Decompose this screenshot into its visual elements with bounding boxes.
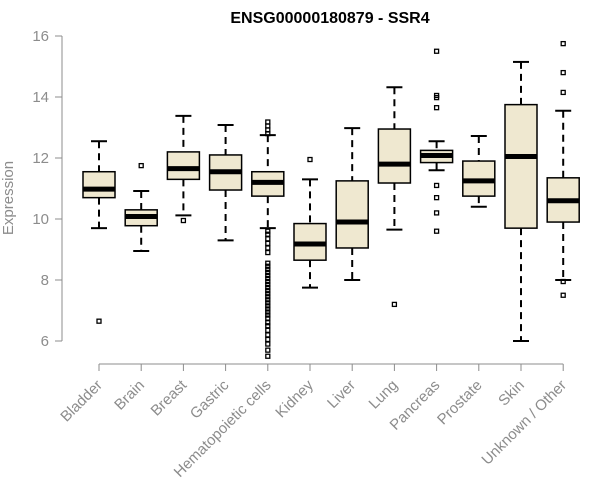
outlier-point xyxy=(265,309,271,315)
y-tick-label: 14 xyxy=(32,89,49,106)
y-tick-label: 10 xyxy=(32,211,49,228)
outlier-point xyxy=(433,182,440,189)
x-tick-label: Skin xyxy=(495,377,528,410)
outlier-point xyxy=(138,162,144,169)
outlier-point xyxy=(265,315,271,321)
outlier-point xyxy=(433,210,440,216)
outlier-point xyxy=(265,353,271,359)
outlier-point xyxy=(265,284,271,291)
outlier-point xyxy=(180,217,187,224)
outlier-point xyxy=(560,292,566,298)
x-tick-label: Lung xyxy=(366,377,402,413)
outlier-point xyxy=(265,306,271,312)
x-tick-label: Bladder xyxy=(57,377,106,426)
outlier-point xyxy=(265,303,271,309)
outlier-point xyxy=(265,119,271,125)
outlier-point xyxy=(265,260,271,266)
outlier-point xyxy=(265,297,271,303)
box-lung xyxy=(377,128,412,184)
chart-title: ENSG00000180879 - SSR4 xyxy=(230,10,429,27)
outlier-point xyxy=(433,194,440,201)
outlier-point xyxy=(265,320,271,326)
outlier-point xyxy=(265,240,271,247)
outlier-point xyxy=(265,347,271,353)
outlier-point xyxy=(265,275,271,282)
outlier-point xyxy=(265,300,271,306)
outlier-point xyxy=(265,294,271,300)
outlier-point xyxy=(265,272,271,279)
y-tick-label: 12 xyxy=(32,150,49,167)
outlier-point xyxy=(265,291,271,297)
outlier-point xyxy=(265,332,271,338)
outlier-point xyxy=(265,323,271,329)
outlier-point xyxy=(265,228,271,234)
box-bladder xyxy=(82,170,116,199)
y-tick-label: 8 xyxy=(41,272,49,289)
outlier-point xyxy=(265,281,271,288)
outlier-point xyxy=(96,318,102,324)
outlier-point xyxy=(560,69,566,76)
outlier-point xyxy=(265,266,271,272)
outlier-point xyxy=(265,269,271,276)
x-tick-label: Breast xyxy=(148,376,191,419)
y-tick-label: 16 xyxy=(32,28,49,45)
outlier-point xyxy=(391,301,398,308)
outlier-point xyxy=(560,278,566,285)
outlier-point xyxy=(265,278,271,285)
box-liver xyxy=(335,180,369,249)
outlier-point xyxy=(433,105,440,111)
outlier-point xyxy=(265,249,271,256)
outlier-point xyxy=(560,89,566,96)
outlier-point xyxy=(265,341,271,347)
outlier-point xyxy=(265,312,271,318)
outlier-point xyxy=(307,156,313,163)
outlier-point xyxy=(433,48,440,54)
x-tick-label: Liver xyxy=(324,377,359,412)
outlier-point xyxy=(560,40,566,47)
outlier-point xyxy=(265,236,271,242)
x-tick-label: Kidney xyxy=(272,376,317,421)
outlier-point xyxy=(265,336,271,343)
box-skin xyxy=(504,103,538,229)
y-axis-label: Expression xyxy=(0,161,17,235)
x-tick-label: Prostate xyxy=(434,377,486,429)
box-breast xyxy=(166,151,201,181)
outlier-point xyxy=(265,288,271,294)
x-tick-label: Brain xyxy=(111,377,148,414)
outlier-point xyxy=(265,231,271,237)
outlier-point xyxy=(265,263,271,269)
outlier-point xyxy=(265,327,271,333)
outlier-point xyxy=(433,94,440,101)
y-tick-label: 6 xyxy=(41,333,49,350)
outlier-point xyxy=(433,228,440,234)
outlier-point xyxy=(265,245,271,251)
